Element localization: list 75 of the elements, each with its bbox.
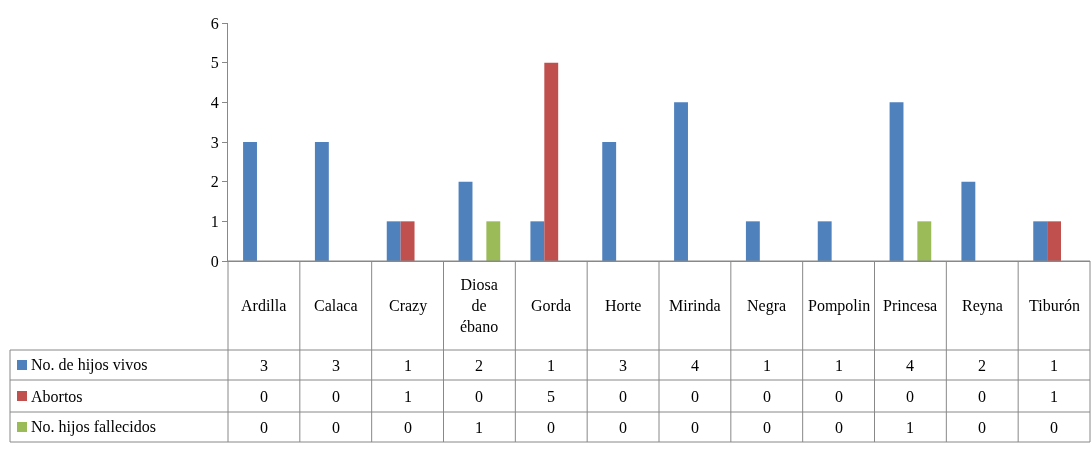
bar <box>1047 221 1062 261</box>
data-label: 0 <box>691 419 699 436</box>
data-label: 1 <box>763 357 771 374</box>
y-tick-label: 1 <box>210 212 219 230</box>
data-label: 0 <box>691 388 699 405</box>
data-label: 3 <box>619 357 627 374</box>
x-tick-label: Calaca <box>314 297 358 314</box>
bar <box>917 221 932 261</box>
data-label: 1 <box>906 419 914 436</box>
x-tick-label: Gorda <box>531 297 571 314</box>
data-label: 0 <box>332 419 340 436</box>
bar <box>530 221 545 261</box>
bar <box>544 62 559 261</box>
data-label: 0 <box>260 419 268 436</box>
data-label: 0 <box>547 419 555 436</box>
data-label: 1 <box>1050 388 1058 405</box>
data-label: 4 <box>691 357 699 374</box>
bar <box>1033 221 1048 261</box>
y-tick-label: 2 <box>210 173 219 191</box>
bar <box>889 102 904 261</box>
data-label: 1 <box>475 419 483 436</box>
bar <box>602 142 617 261</box>
data-label: 1 <box>1050 357 1058 374</box>
bar <box>314 142 329 261</box>
bar <box>458 181 473 261</box>
data-label: 0 <box>332 388 340 405</box>
data-label: 0 <box>978 388 986 405</box>
bar <box>486 221 501 261</box>
data-label: 1 <box>404 357 412 374</box>
data-label: 3 <box>332 357 340 374</box>
data-label: 0 <box>260 388 268 405</box>
bar <box>961 181 976 261</box>
data-label: 0 <box>619 419 627 436</box>
x-tick-label: Negra <box>747 297 787 315</box>
bar <box>817 221 832 261</box>
data-label: 0 <box>1050 419 1058 436</box>
x-tick-label: Pompolin <box>808 297 871 315</box>
data-label: 0 <box>763 388 771 405</box>
legend-label: No. hijos fallecidos <box>31 418 156 436</box>
data-label: 0 <box>404 419 412 436</box>
legend-label: No. de hijos vivos <box>31 356 148 374</box>
data-label: 0 <box>835 419 843 436</box>
data-label: 4 <box>906 357 914 374</box>
bar <box>386 221 401 261</box>
data-label: 5 <box>547 388 555 405</box>
x-tick-label: Diosa de ébano <box>460 276 499 335</box>
y-tick-label: 4 <box>210 93 219 111</box>
data-label: 0 <box>619 388 627 405</box>
x-tick-label: Tiburón <box>1029 297 1080 314</box>
y-tick-label: 6 <box>210 14 219 32</box>
x-tick-label: Princesa <box>883 297 938 314</box>
data-label: 0 <box>475 388 483 405</box>
bar <box>674 102 688 261</box>
x-tick-label: Mirinda <box>669 297 721 314</box>
data-label: 0 <box>978 419 986 436</box>
data-label: 1 <box>404 388 412 405</box>
x-tick-label: Reyna <box>962 297 1003 315</box>
data-label: 1 <box>835 357 843 374</box>
data-label: 2 <box>475 357 483 374</box>
x-tick-label: Ardilla <box>241 297 287 314</box>
data-label: 1 <box>547 357 555 374</box>
x-tick-label: Horte <box>605 297 642 314</box>
data-label: 0 <box>763 419 771 436</box>
data-label: 0 <box>835 388 843 405</box>
y-tick-label: 5 <box>210 54 219 72</box>
y-tick-label: 0 <box>210 252 219 270</box>
bar <box>745 221 760 261</box>
data-label: 0 <box>906 388 914 405</box>
bar <box>400 221 415 261</box>
legend-label: Abortos <box>31 388 83 405</box>
data-label: 2 <box>978 357 986 374</box>
bar <box>243 142 257 261</box>
y-tick-label: 3 <box>210 133 219 151</box>
data-label: 3 <box>260 357 268 374</box>
x-tick-label: Crazy <box>389 297 428 315</box>
